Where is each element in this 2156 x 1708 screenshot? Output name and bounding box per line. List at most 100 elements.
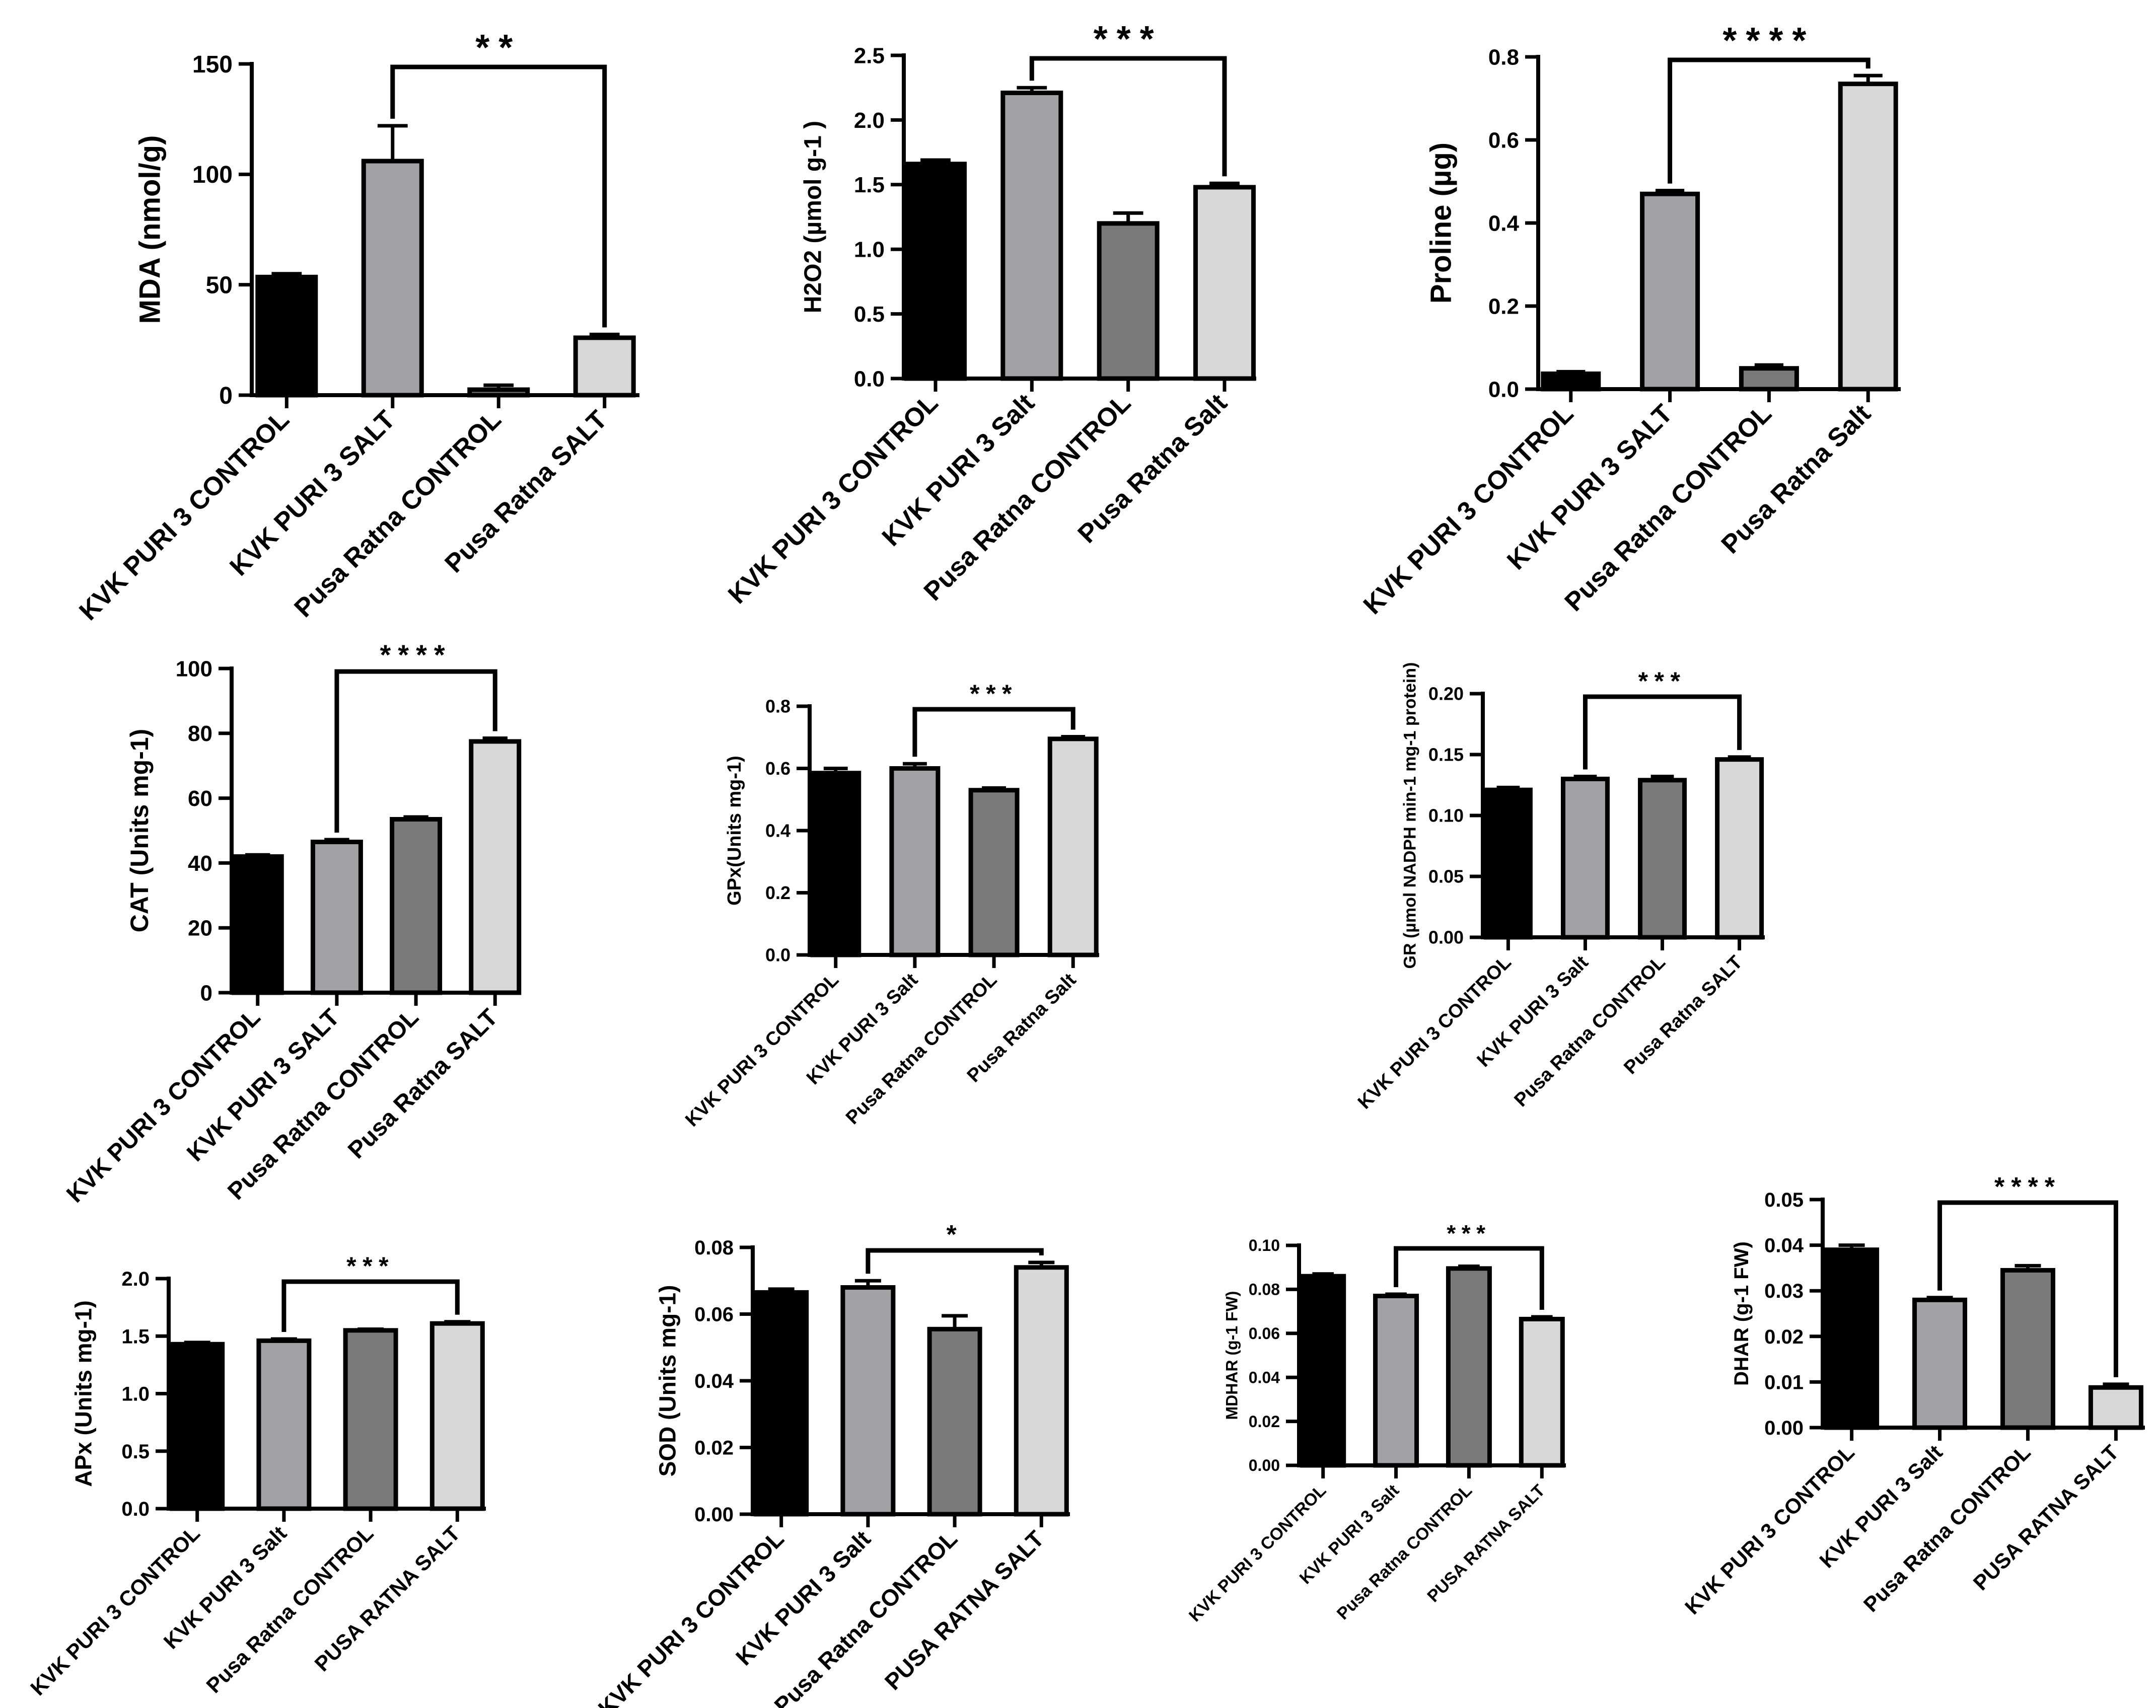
bar	[1838, 82, 1898, 392]
bar	[467, 387, 530, 398]
bar	[1300, 1274, 1346, 1468]
error-bar	[271, 272, 302, 277]
significance-bracket	[912, 707, 1075, 757]
y-tick-label: 0.5	[121, 1441, 150, 1463]
y-axis-label: DHAR (g-1 FW)	[1731, 1241, 1753, 1386]
y-axis-label: CAT (Units mg-1)	[125, 729, 154, 933]
y-tick-label: 0.0	[765, 945, 790, 966]
bar	[2000, 1268, 2055, 1430]
error-bar	[184, 1341, 210, 1345]
significance-label: ***	[346, 1252, 395, 1280]
significance-bracket	[1668, 57, 1871, 184]
y-tick-label: 1.0	[854, 238, 885, 262]
y-tick-label: 2.0	[121, 1268, 150, 1290]
bar	[343, 1328, 398, 1511]
y-tick-label: 60	[188, 786, 212, 811]
chart-panel-9: 0.00 0.02 0.04 0.06 0.08 0.10 MDHAR (g-1 FW) KV…	[1185, 1220, 1566, 1625]
bar	[1560, 776, 1610, 940]
error-bar	[1838, 1243, 1865, 1250]
y-tick-label: 0.4	[1488, 211, 1520, 236]
bar	[1373, 1294, 1419, 1468]
bar	[1715, 757, 1764, 940]
y-tick-label: 0.01	[1764, 1371, 1804, 1393]
y-tick-label: 0.05	[1764, 1189, 1804, 1211]
y-tick-label: 0.4	[765, 821, 790, 841]
error-bar	[982, 786, 1006, 790]
error-bar	[854, 1279, 881, 1288]
y-axis-label: SOD (Units mg-1)	[655, 1285, 681, 1477]
bar	[904, 162, 967, 381]
y-tick-label: 0.0	[121, 1498, 150, 1520]
significance-bracket	[281, 1279, 460, 1332]
error-bar	[1496, 785, 1520, 790]
bar	[1912, 1297, 1968, 1430]
y-tick-label: 0	[219, 383, 233, 409]
chart-panel-7: 0.0 0.5 1.0 1.5 2.0 APx (Units mg-1) KVK PURI …	[26, 1252, 486, 1700]
y-tick-label: 40	[188, 851, 212, 876]
error-bar	[357, 1327, 384, 1331]
bar	[361, 159, 424, 398]
error-bar	[768, 1287, 795, 1293]
y-tick-label: 2.5	[854, 43, 885, 68]
significance-label: ***	[1638, 667, 1687, 695]
bar	[1446, 1266, 1492, 1468]
y-tick-label: 0.04	[1764, 1235, 1804, 1257]
chart-panel-10: 0.00 0.01 0.02 0.03 0.04 0.05 DHAR (g-1 FW) KVK…	[1680, 1172, 2145, 1619]
bar	[1000, 90, 1063, 381]
bar	[1739, 366, 1799, 392]
y-tick-label: 0.2	[1488, 294, 1519, 319]
x-tick-label: KVK PURI 3 CONTROL	[26, 1521, 204, 1700]
y-tick-label: 100	[176, 656, 212, 681]
y-axis-label: GR (µmol NADPH min-1 mg-1 protein)	[1401, 662, 1420, 969]
y-tick-label: 0.6	[1488, 128, 1519, 153]
error-bar	[1017, 86, 1047, 93]
bar	[1483, 787, 1533, 940]
y-tick-label: 0.08	[1249, 1281, 1280, 1299]
bar	[390, 816, 443, 995]
error-bar	[270, 1337, 297, 1341]
y-tick-label: 0.6	[765, 758, 790, 779]
error-bar	[403, 815, 428, 820]
bar	[754, 1290, 809, 1517]
bar	[1640, 191, 1700, 392]
y-tick-label: 0.10	[1428, 805, 1464, 826]
error-bar	[823, 767, 848, 773]
bar	[170, 1342, 225, 1511]
bar	[310, 840, 363, 995]
bar	[255, 274, 318, 398]
bar	[1541, 371, 1601, 392]
error-bar	[483, 383, 514, 390]
error-bar	[1312, 1272, 1334, 1277]
y-tick-label: 0.15	[1428, 745, 1464, 765]
significance-bracket	[866, 1248, 1044, 1274]
y-tick-label: 150	[192, 51, 233, 78]
y-tick-label: 0.5	[854, 302, 885, 327]
error-bar	[2015, 1264, 2041, 1271]
error-bar	[920, 158, 951, 164]
bar	[840, 1285, 896, 1517]
error-bar	[1028, 1260, 1055, 1268]
bar	[2088, 1385, 2143, 1430]
bar	[1519, 1316, 1565, 1468]
y-tick-label: 20	[188, 916, 212, 941]
significance-bracket	[1937, 1200, 2118, 1377]
error-bar	[1209, 181, 1240, 187]
y-tick-label: 1.5	[854, 173, 885, 197]
bar	[810, 771, 861, 957]
x-tick-label: PUSA RATNA SALT	[1423, 1481, 1549, 1606]
x-tick-label: KVK PURI 3 CONTROL	[681, 970, 843, 1131]
y-axis-label: APx (Units mg-1)	[70, 1300, 97, 1487]
error-bar	[1853, 73, 1883, 84]
y-tick-label: 2.0	[854, 108, 885, 133]
x-tick-label: PUSA RATNA SALT	[880, 1525, 1049, 1695]
bar	[1097, 221, 1160, 381]
significance-label: ****	[1722, 21, 1815, 61]
bar	[1014, 1265, 1069, 1517]
y-axis-label: MDHAR (g-1 FW)	[1223, 1291, 1241, 1420]
y-tick-label: 0.0	[854, 366, 885, 391]
error-bar	[444, 1320, 471, 1324]
